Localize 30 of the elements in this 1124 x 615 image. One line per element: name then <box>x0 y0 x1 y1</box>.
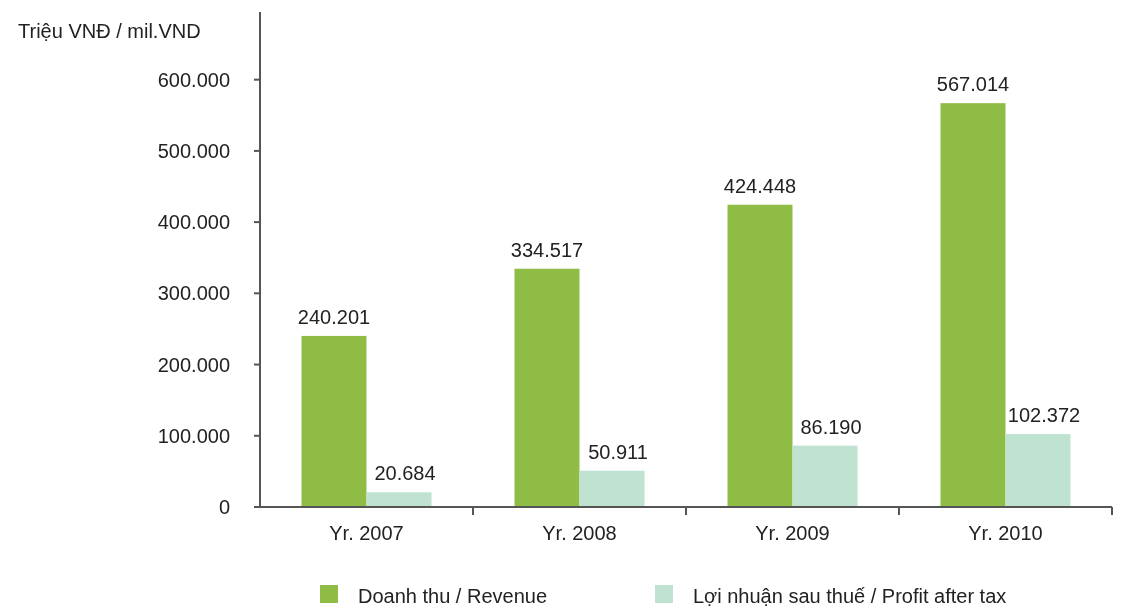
y-tick-label: 400.000 <box>157 211 230 234</box>
bar <box>940 103 1006 507</box>
data-label: 50.911 <box>588 440 648 463</box>
bar <box>301 335 367 507</box>
bar <box>1005 434 1071 507</box>
bar <box>727 204 793 507</box>
y-tick-label: 200.000 <box>157 353 230 376</box>
data-label: 86.190 <box>800 415 862 438</box>
bar <box>514 268 580 507</box>
y-tick-label: 600.000 <box>157 68 230 91</box>
x-tick-label: Yr. 2009 <box>755 522 830 544</box>
data-label: 102.372 <box>1007 404 1081 427</box>
x-tick-label: Yr. 2007 <box>329 522 404 544</box>
bar <box>579 470 645 507</box>
data-label: 567.014 <box>936 73 1010 96</box>
x-tick-label: Yr. 2008 <box>542 522 617 544</box>
y-tick-label: 300.000 <box>157 282 230 305</box>
y-tick-label: 100.000 <box>157 424 230 447</box>
data-label: 334.517 <box>510 238 584 261</box>
y-tick-label: 0 <box>218 496 230 518</box>
y-axis-title: Triệu VNĐ / mil.VND <box>18 20 201 42</box>
data-label: 240.201 <box>297 305 371 328</box>
legend-label: Lợi nhuận sau thuế / Profit after tax <box>693 585 1007 607</box>
legend-label: Doanh thu / Revenue <box>358 585 548 607</box>
y-tick-label: 500.000 <box>157 139 230 162</box>
data-label: 424.448 <box>723 174 797 197</box>
x-tick-label: Yr. 2010 <box>968 522 1043 544</box>
data-label: 20.684 <box>374 462 436 485</box>
bar <box>366 492 432 507</box>
bar <box>792 445 858 507</box>
